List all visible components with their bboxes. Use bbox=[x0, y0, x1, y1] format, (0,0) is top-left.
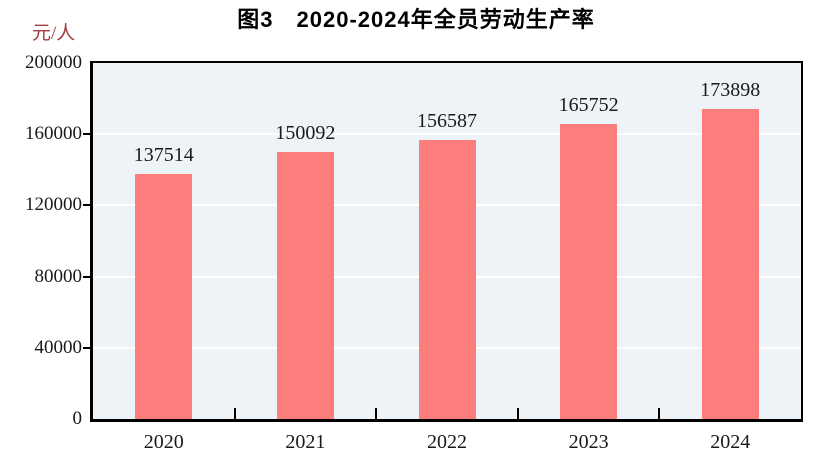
bar-2022 bbox=[418, 140, 476, 419]
bar-value-label: 137514 bbox=[133, 144, 194, 167]
x-axis-tick-mark bbox=[375, 408, 378, 419]
x-axis-category-label: 2022 bbox=[426, 431, 467, 453]
x-axis-category-label: 2020 bbox=[143, 431, 184, 453]
y-axis-tick-mark bbox=[83, 275, 91, 278]
bar-2023 bbox=[560, 123, 618, 419]
x-axis-category-label: 2021 bbox=[285, 431, 326, 453]
y-axis-tick-label: 40000 bbox=[34, 336, 83, 358]
bar-2024 bbox=[701, 109, 759, 419]
y-axis-tick-mark bbox=[83, 204, 91, 207]
bar-2020 bbox=[135, 174, 193, 419]
bar-value-label: 150092 bbox=[275, 121, 336, 144]
x-axis-category-label: 2023 bbox=[568, 431, 609, 453]
plot-area: 137514 150092 156587 165752 173898 bbox=[90, 61, 803, 422]
x-axis-tick-mark bbox=[516, 408, 519, 419]
chart-title: 图3 2020-2024年全员劳动生产率 bbox=[237, 7, 595, 32]
gridline bbox=[93, 133, 801, 136]
x-axis-tick-mark bbox=[658, 408, 661, 419]
y-axis-tick-label: 120000 bbox=[25, 194, 82, 216]
y-axis-tick-label: 80000 bbox=[34, 265, 83, 287]
y-axis-unit-label: 元/人 bbox=[32, 23, 76, 44]
y-axis-tick-mark bbox=[83, 346, 91, 349]
y-axis-tick-label: 160000 bbox=[25, 123, 82, 145]
x-axis-tick-mark bbox=[233, 408, 236, 419]
y-axis-tick-mark bbox=[83, 133, 91, 136]
bar-value-label: 173898 bbox=[700, 79, 761, 102]
bar-2021 bbox=[276, 151, 334, 419]
bar-value-label: 156587 bbox=[416, 110, 477, 133]
y-axis-tick-label: 0 bbox=[72, 408, 83, 429]
x-axis-category-label: 2024 bbox=[710, 431, 751, 453]
bar-value-label: 165752 bbox=[558, 93, 619, 116]
y-axis-tick-label: 200000 bbox=[25, 52, 82, 73]
